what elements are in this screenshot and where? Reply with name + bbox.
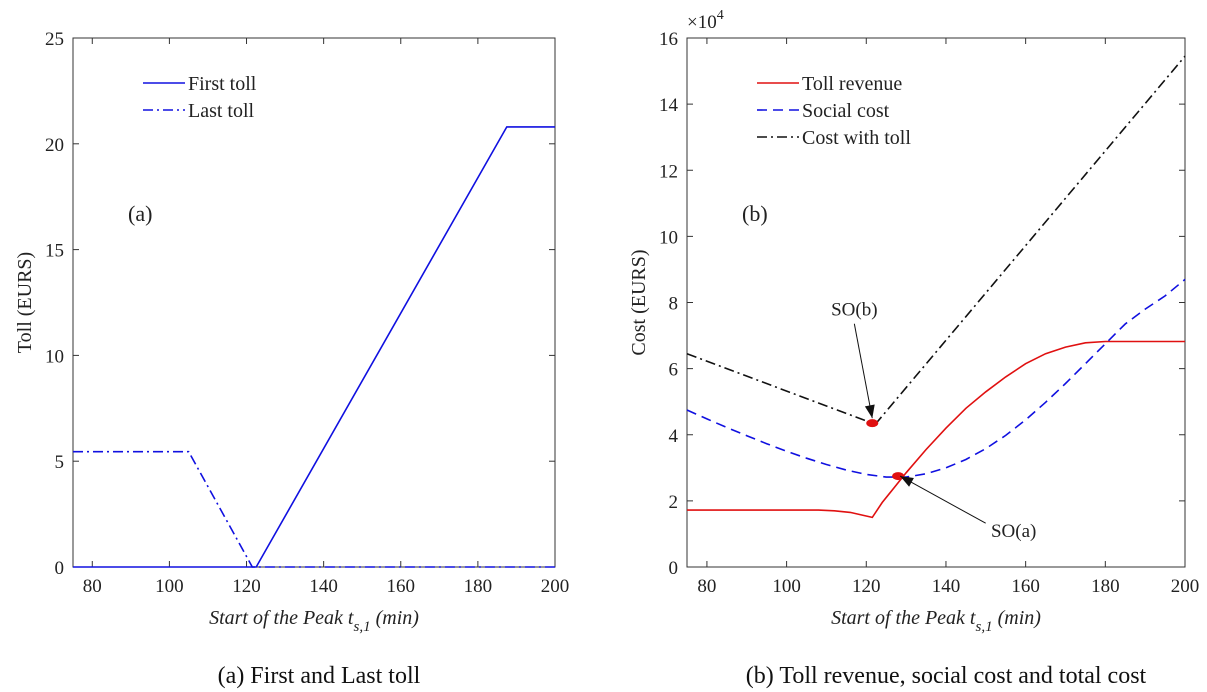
x-tick-label: 160 bbox=[1011, 576, 1040, 597]
y-tick-label: 5 bbox=[55, 452, 65, 473]
x-tick-label: 140 bbox=[932, 576, 961, 597]
plot-frame bbox=[686, 37, 1186, 568]
annotation-arrow-head bbox=[900, 476, 914, 487]
annotation-label: SO(b) bbox=[831, 300, 877, 321]
annotation-arrow-shaft bbox=[853, 323, 873, 419]
y-tick-label: 0 bbox=[669, 558, 679, 579]
optimum-point bbox=[866, 419, 879, 428]
x-axis-label-unit: (min) bbox=[998, 607, 1042, 629]
y-tick-label: 14 bbox=[659, 95, 679, 116]
x-axis-label: Start of the Peak ts,1 (min) bbox=[209, 607, 419, 635]
x-axis-label-unit: (min) bbox=[376, 607, 420, 629]
legend-label: Toll revenue bbox=[802, 73, 902, 95]
series-line-toll-revenue bbox=[687, 340, 1185, 519]
x-tick-label: 180 bbox=[1091, 576, 1120, 597]
x-tick-label: 200 bbox=[541, 576, 570, 597]
y-tick-label: 10 bbox=[659, 227, 678, 248]
series-line-cost-with-toll bbox=[686, 55, 1186, 424]
panel-label: (b) bbox=[742, 201, 768, 226]
y-tick-label: 12 bbox=[659, 161, 678, 182]
y-multiplier: ×104 bbox=[687, 8, 724, 33]
x-tick-label: 80 bbox=[697, 576, 716, 597]
legend-label: Cost with toll bbox=[802, 127, 911, 149]
y-axis-label: Cost (EURS) bbox=[628, 249, 650, 355]
y-tick-label: 16 bbox=[659, 29, 678, 50]
x-axis-label-main: Start of the Peak t bbox=[831, 607, 976, 629]
series-line-last-toll bbox=[73, 450, 555, 568]
figure-caption: (b) Toll revenue, social cost and total … bbox=[746, 663, 1147, 689]
y-tick-label: 0 bbox=[55, 558, 65, 579]
x-tick-label: 80 bbox=[83, 576, 102, 597]
panel-label: (a) bbox=[128, 201, 152, 226]
y-tick-label: 10 bbox=[45, 346, 64, 367]
x-tick-label: 120 bbox=[852, 576, 881, 597]
y-multiplier-base: ×10 bbox=[687, 12, 717, 33]
figure-caption: (a) First and Last toll bbox=[218, 663, 421, 689]
x-tick-label: 160 bbox=[387, 576, 416, 597]
plot-frame bbox=[72, 37, 556, 568]
annotation-arrow-shaft bbox=[899, 475, 986, 524]
x-tick-label: 140 bbox=[309, 576, 338, 597]
y-tick-label: 8 bbox=[669, 294, 679, 315]
y-tick-label: 15 bbox=[45, 241, 64, 262]
x-tick-label: 200 bbox=[1171, 576, 1200, 597]
y-tick-label: 2 bbox=[669, 492, 679, 513]
x-tick-label: 180 bbox=[464, 576, 493, 597]
series-line-social-cost bbox=[686, 278, 1186, 478]
optimum-point bbox=[892, 472, 905, 481]
x-tick-label: 120 bbox=[232, 576, 261, 597]
y-tick-label: 4 bbox=[669, 426, 679, 447]
y-multiplier-exp: 4 bbox=[717, 8, 724, 23]
x-tick-label: 100 bbox=[772, 576, 801, 597]
chart-panel-a: 80 100 120 140 160 180 200 0 5 10 15 20 25 Toll (EURS… bbox=[14, 29, 569, 689]
y-axis-label: Toll (EURS) bbox=[14, 252, 36, 353]
x-tick-label: 100 bbox=[155, 576, 184, 597]
y-tick-label: 20 bbox=[45, 135, 64, 156]
legend-label: Last toll bbox=[188, 100, 255, 122]
x-axis-label-sub: s,1 bbox=[976, 619, 993, 635]
annotation-arrow-head bbox=[864, 404, 875, 419]
legend-label: Social cost bbox=[802, 100, 890, 122]
legend-label: First toll bbox=[188, 73, 257, 95]
y-tick-label: 6 bbox=[669, 360, 679, 381]
x-axis-label: Start of the Peak ts,1 (min) bbox=[831, 607, 1041, 635]
annotation-label: SO(a) bbox=[991, 521, 1036, 542]
y-tick-label: 25 bbox=[45, 29, 64, 50]
series-line-first-toll bbox=[73, 126, 555, 568]
chart-panel-b: 80 100 120 140 160 180 2000246810121416×104Cos… bbox=[628, 8, 1199, 689]
x-axis-label-sub: s,1 bbox=[354, 619, 371, 635]
x-axis-label-main: Start of the Peak t bbox=[209, 607, 354, 629]
